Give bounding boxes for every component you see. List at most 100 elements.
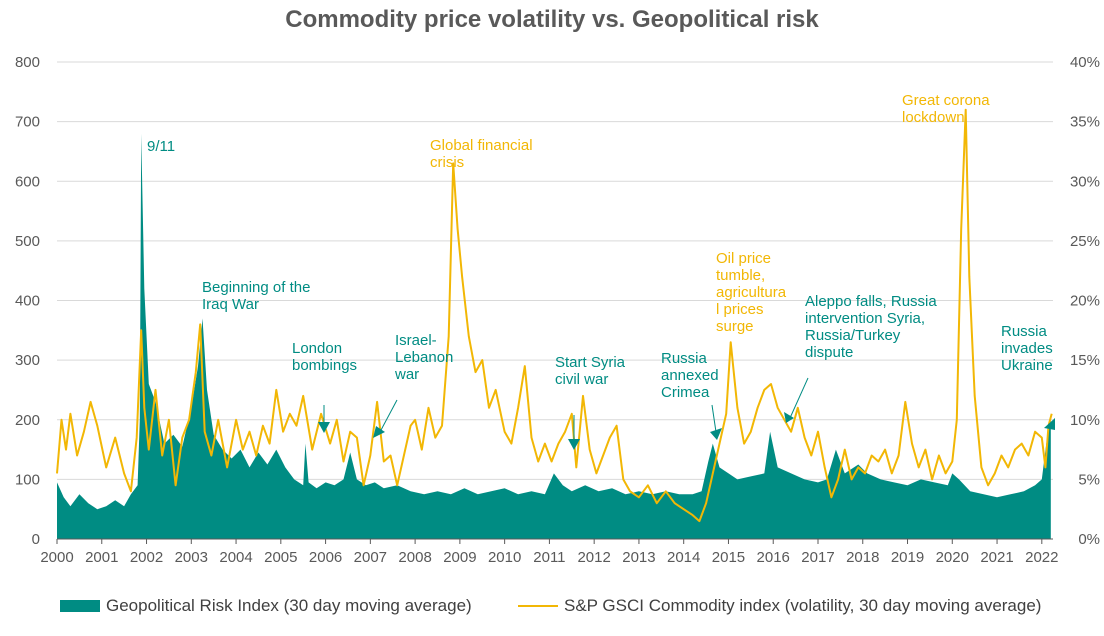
annotation-label: Israel-Lebanon war <box>394 332 453 383</box>
x-tick-label: 2018 <box>846 549 879 566</box>
annotation-arrow <box>318 422 330 433</box>
annotation-line: Aleppo falls, Russia <box>805 293 937 310</box>
x-tick-label: 2009 <box>443 549 476 566</box>
legend-item-gpr: Geopolitical Risk Index (30 day moving a… <box>60 596 472 616</box>
annotation-line: Ukraine <box>1001 357 1053 374</box>
y-left-tick-label: 300 <box>15 352 40 369</box>
annotation-line: l prices <box>716 301 764 318</box>
annotation-line: Russia <box>661 350 708 367</box>
annotation-line: Great corona <box>902 92 990 109</box>
annotation-label: Great corona lockdown <box>902 92 990 126</box>
legend-swatch-vol <box>518 605 558 607</box>
x-tick-label: 2002 <box>130 549 163 566</box>
annotation-line: agricultura <box>716 284 787 301</box>
x-tick-label: 2001 <box>85 549 118 566</box>
y-left-tick-label: 400 <box>15 293 40 310</box>
annotation-label: Start Syria civil war <box>555 354 626 388</box>
annotation-line: Lebanon <box>395 349 453 366</box>
annotation-label: Aleppo falls, Russia intervention Syria, R… <box>805 293 937 361</box>
annotation-line: crisis <box>430 154 464 171</box>
annotation-label: 9/11 <box>147 138 175 155</box>
x-tick-label: 2019 <box>891 549 924 566</box>
x-tick-label: 2020 <box>936 549 969 566</box>
y-right-tick-label: 20% <box>1070 293 1100 310</box>
annotation-arrow <box>1044 418 1055 430</box>
annotation-line: lockdown <box>902 109 965 126</box>
annotation-line: 9/11 <box>147 138 175 155</box>
annotation-label: Beginning of the Iraq War <box>202 279 310 313</box>
annotation-line: Beginning of the <box>202 279 310 296</box>
y-left-tick-label: 500 <box>15 233 40 250</box>
x-tick-label: 2006 <box>309 549 342 566</box>
annotation-stem <box>711 404 717 433</box>
annotation-stem <box>789 377 809 419</box>
annotation-line: Global financial <box>430 137 533 154</box>
legend-swatch-gpr <box>60 600 100 612</box>
y-left-tick-label: 600 <box>15 173 40 190</box>
y-right-tick-label: 40% <box>1070 54 1100 71</box>
x-tick-label: 2021 <box>980 549 1013 566</box>
x-tick-label: 2017 <box>801 549 834 566</box>
annotation-line: war <box>394 366 419 383</box>
annotation-line: tumble, <box>716 267 765 284</box>
annotation-line: dispute <box>805 344 853 361</box>
annotation-line: Israel- <box>395 332 437 349</box>
y-left-tick-label: 200 <box>15 412 40 429</box>
annotation-line: intervention Syria, <box>805 310 925 327</box>
x-tick-label: 2010 <box>488 549 521 566</box>
x-tick-label: 2022 <box>1025 549 1058 566</box>
annotation-label: Russia annexed Crimea <box>661 350 719 401</box>
annotation-line: bombings <box>292 357 357 374</box>
annotation-label: Oil price tumble, agricultura l prices surge <box>716 250 787 335</box>
legend-item-vol: S&P GSCI Commodity index (volatility, 30… <box>518 596 1041 616</box>
y-left-tick-label: 0 <box>32 531 40 548</box>
annotation-arrow <box>373 426 385 438</box>
y-right-tick-label: 0% <box>1078 531 1100 548</box>
chart-plot: 0 0% 100 5% 200 10% 300 15% 400 20% 500 25% 600 30% 70… <box>15 54 1100 566</box>
x-tick-label: 2011 <box>533 549 565 566</box>
x-tick-label: 2008 <box>398 549 431 566</box>
annotation-stem <box>379 399 398 433</box>
x-tick-label: 2000 <box>40 549 73 566</box>
annotation-line: Crimea <box>661 384 710 401</box>
y-right-tick-label: 10% <box>1070 412 1100 429</box>
annotation-label: Russia invades Ukraine <box>1001 323 1053 374</box>
annotation-arrow <box>568 439 580 450</box>
annotation-label: London bombings <box>292 340 357 374</box>
annotation-line: annexed <box>661 367 719 384</box>
annotation-line: civil war <box>555 371 608 388</box>
annotation-line: Russia/Turkey <box>805 327 901 344</box>
x-tick-label: 2012 <box>577 549 610 566</box>
annotation-line: Oil price <box>716 250 771 267</box>
legend-label-vol: S&P GSCI Commodity index (volatility, 30… <box>564 596 1042 615</box>
annotation-label: Global financial crisis <box>430 137 533 171</box>
x-tick-label: 2003 <box>175 549 208 566</box>
y-right-tick-label: 5% <box>1078 471 1100 488</box>
annotation-arrow <box>710 428 722 440</box>
annotation-line: Russia <box>1001 323 1048 340</box>
series-area-gpr <box>57 133 1051 539</box>
x-tick-label: 2014 <box>667 549 700 566</box>
y-left-tick-label: 700 <box>15 114 40 131</box>
y-left-tick-label: 100 <box>15 471 40 488</box>
series-line-vol <box>56 108 1053 523</box>
legend: Geopolitical Risk Index (30 day moving a… <box>0 596 1104 620</box>
annotation-line: invades <box>1001 340 1053 357</box>
x-tick-label: 2007 <box>354 549 387 566</box>
y-right-tick-label: 15% <box>1070 352 1100 369</box>
annotation-line: London <box>292 340 342 357</box>
legend-label-gpr: Geopolitical Risk Index (30 day moving a… <box>106 596 472 615</box>
annotation-line: Iraq War <box>202 296 259 313</box>
x-tick-label: 2016 <box>757 549 790 566</box>
x-tick-label: 2013 <box>622 549 655 566</box>
annotation-line: Start Syria <box>555 354 626 371</box>
x-tick-label: 2015 <box>712 549 745 566</box>
y-right-tick-label: 35% <box>1070 114 1100 131</box>
annotation-line: surge <box>716 318 754 335</box>
chart-title: Commodity price volatility vs. Geopoliti… <box>285 6 819 33</box>
y-right-tick-label: 25% <box>1070 233 1100 250</box>
y-left-tick-label: 800 <box>15 54 40 71</box>
x-tick-label: 2004 <box>219 549 252 566</box>
x-tick-label: 2005 <box>264 549 297 566</box>
